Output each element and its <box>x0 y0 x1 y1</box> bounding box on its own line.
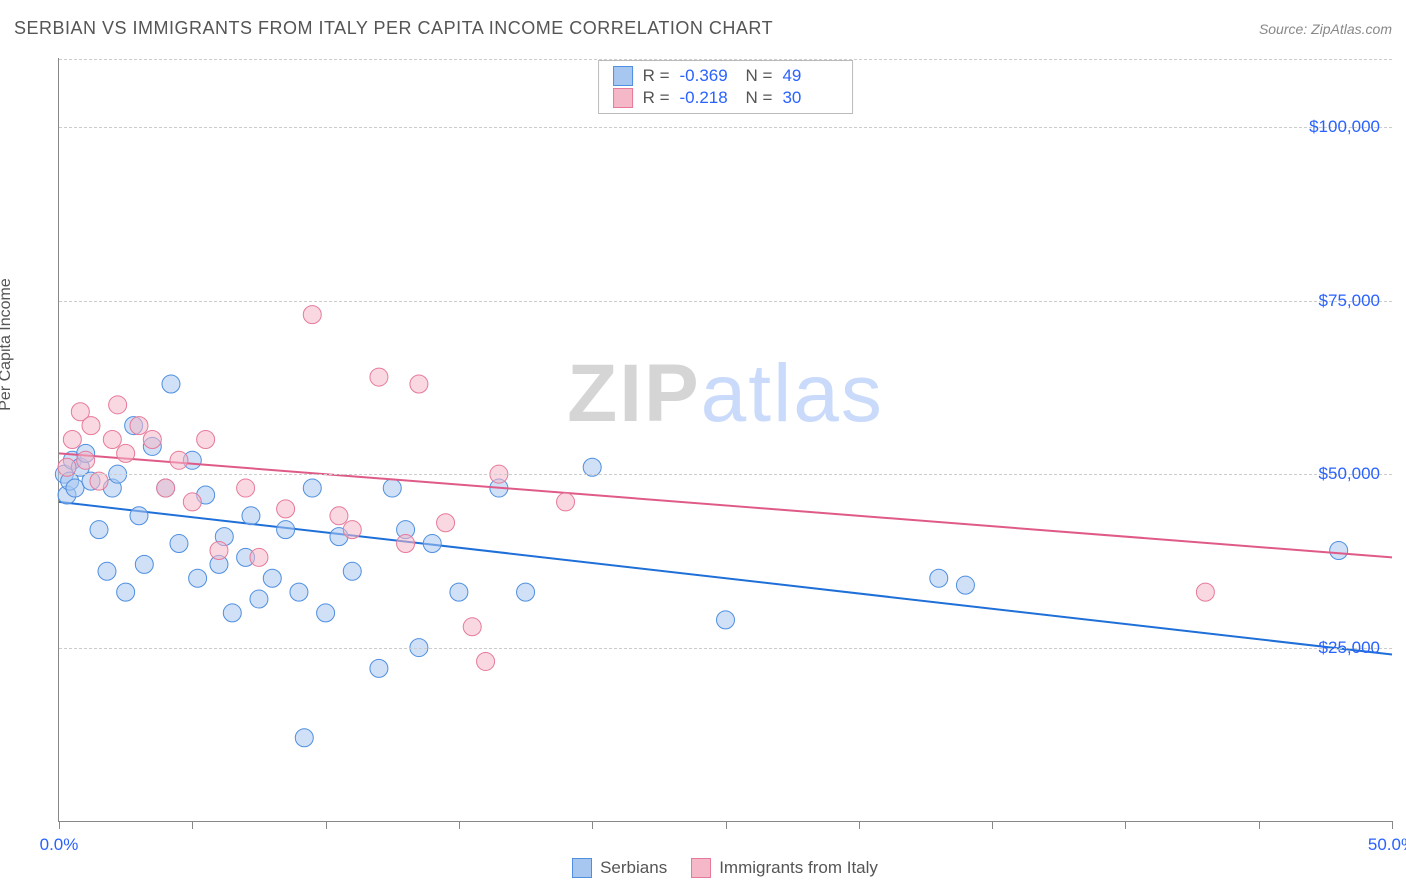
data-point <box>303 479 321 497</box>
data-point <box>956 576 974 594</box>
trend-line <box>59 453 1392 557</box>
data-point <box>717 611 735 629</box>
data-point <box>930 569 948 587</box>
data-point <box>162 375 180 393</box>
data-point <box>170 451 188 469</box>
data-point <box>77 451 95 469</box>
data-point <box>189 569 207 587</box>
bottom-legend: Serbians Immigrants from Italy <box>58 858 1392 878</box>
data-point <box>170 535 188 553</box>
stats-swatch-italy <box>613 88 633 108</box>
data-point <box>237 479 255 497</box>
data-point <box>370 659 388 677</box>
data-point <box>263 569 281 587</box>
data-point <box>423 535 441 553</box>
legend-label-italy: Immigrants from Italy <box>719 858 878 878</box>
plot-area: ZIPatlas R = -0.369 N = 49 R = -0.218 N … <box>58 58 1392 822</box>
data-point <box>383 479 401 497</box>
data-point <box>290 583 308 601</box>
data-point <box>117 583 135 601</box>
data-point <box>130 507 148 525</box>
legend-swatch-italy <box>691 858 711 878</box>
data-point <box>437 514 455 532</box>
data-point <box>343 521 361 539</box>
data-point <box>223 604 241 622</box>
y-tick-label: $75,000 <box>1319 291 1380 311</box>
y-axis-label: Per Capita Income <box>0 278 15 411</box>
data-point <box>157 479 175 497</box>
data-point <box>557 493 575 511</box>
data-point <box>295 729 313 747</box>
data-point <box>517 583 535 601</box>
data-point <box>250 548 268 566</box>
data-point <box>242 507 260 525</box>
data-point <box>210 541 228 559</box>
data-point <box>135 555 153 573</box>
chart-container: Per Capita Income ZIPatlas R = -0.369 N … <box>14 58 1392 878</box>
data-point <box>197 431 215 449</box>
data-point <box>463 618 481 636</box>
scatter-svg <box>59 58 1392 821</box>
data-point <box>117 444 135 462</box>
x-tick-label: 50.0% <box>1368 835 1406 855</box>
legend-item-italy: Immigrants from Italy <box>691 858 878 878</box>
y-tick-label: $25,000 <box>1319 638 1380 658</box>
data-point <box>303 306 321 324</box>
legend-label-serbians: Serbians <box>600 858 667 878</box>
data-point <box>143 431 161 449</box>
data-point <box>90 521 108 539</box>
data-point <box>98 562 116 580</box>
data-point <box>317 604 335 622</box>
data-point <box>1330 541 1348 559</box>
data-point <box>397 535 415 553</box>
data-point <box>250 590 268 608</box>
y-tick-label: $50,000 <box>1319 464 1380 484</box>
x-tick-label: 0.0% <box>40 835 79 855</box>
data-point <box>130 417 148 435</box>
data-point <box>330 507 348 525</box>
header-bar: SERBIAN VS IMMIGRANTS FROM ITALY PER CAP… <box>14 18 1392 39</box>
data-point <box>450 583 468 601</box>
data-point <box>277 500 295 518</box>
data-point <box>1196 583 1214 601</box>
data-point <box>410 375 428 393</box>
data-point <box>343 562 361 580</box>
stats-swatch-serbians <box>613 66 633 86</box>
data-point <box>63 431 81 449</box>
correlation-stats-box: R = -0.369 N = 49 R = -0.218 N = 30 <box>598 60 854 114</box>
data-point <box>66 479 84 497</box>
data-point <box>277 521 295 539</box>
stats-row-serbians: R = -0.369 N = 49 <box>613 65 839 87</box>
chart-title: SERBIAN VS IMMIGRANTS FROM ITALY PER CAP… <box>14 18 773 39</box>
y-tick-label: $100,000 <box>1309 117 1380 137</box>
data-point <box>370 368 388 386</box>
stats-row-italy: R = -0.218 N = 30 <box>613 87 839 109</box>
source-credit: Source: ZipAtlas.com <box>1259 21 1392 37</box>
data-point <box>82 417 100 435</box>
legend-item-serbians: Serbians <box>572 858 667 878</box>
data-point <box>183 493 201 511</box>
data-point <box>109 396 127 414</box>
trend-line <box>59 502 1392 655</box>
data-point <box>103 431 121 449</box>
legend-swatch-serbians <box>572 858 592 878</box>
data-point <box>477 652 495 670</box>
